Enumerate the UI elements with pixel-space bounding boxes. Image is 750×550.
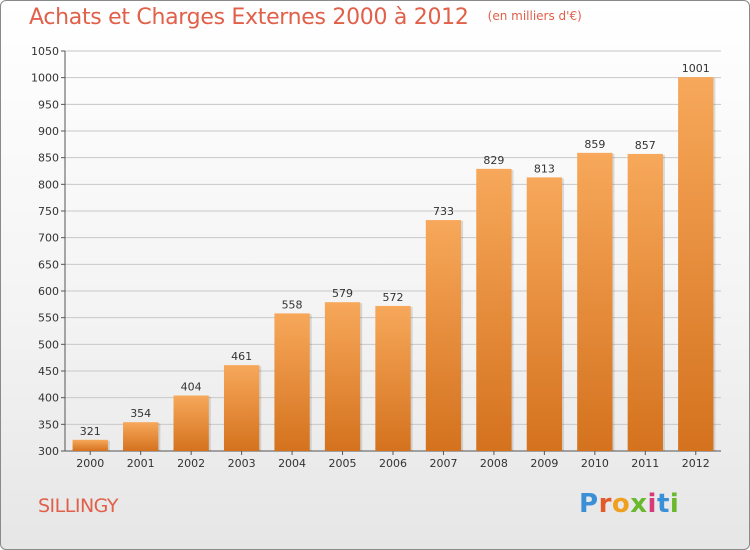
bar-2011[interactable]: [627, 153, 663, 451]
y-tick-label: 750: [38, 205, 59, 218]
y-tick-label: 500: [38, 338, 59, 351]
x-tick-label-2008: 2008: [480, 457, 508, 470]
bar-2010[interactable]: [577, 152, 613, 451]
y-tick-label: 1000: [31, 72, 59, 85]
place-name: SILLINGY: [38, 495, 119, 517]
x-tick-label-2002: 2002: [177, 457, 205, 470]
y-tick-label: 1050: [31, 45, 59, 58]
value-label-2010: 859: [584, 138, 605, 151]
bar-2000[interactable]: [72, 439, 108, 451]
bar-2006[interactable]: [375, 305, 411, 451]
value-label-2004: 558: [282, 298, 303, 311]
logo-letter: o: [611, 489, 631, 519]
y-tick-label: 950: [38, 98, 59, 111]
value-labels: 321 354 404 461 558 579 572 733 829 813 859 857 1001: [80, 62, 710, 438]
bar-2009[interactable]: [526, 177, 563, 451]
logo-letter: P: [579, 489, 599, 519]
axes: 300 350 400 450 500 550 600 650 700 750 800 850 900 9…: [31, 45, 721, 470]
chart-title: Achats et Charges Externes 2000 à 2012: [29, 5, 469, 30]
x-tick-label-2001: 2001: [127, 457, 155, 470]
y-tick-label: 850: [38, 152, 59, 165]
x-tick-label-2000: 2000: [76, 457, 104, 470]
x-tick-label-2004: 2004: [278, 457, 306, 470]
value-label-2001: 354: [130, 407, 151, 420]
x-tick-label-2003: 2003: [228, 457, 256, 470]
value-label-2011: 857: [635, 139, 656, 152]
y-tick-label: 350: [38, 418, 59, 431]
bar-2003[interactable]: [223, 365, 260, 451]
y-tick-label: 400: [38, 392, 59, 405]
bar-2002[interactable]: [173, 395, 209, 451]
logo-letter: x: [630, 489, 648, 519]
bar-2012[interactable]: [678, 77, 714, 451]
value-label-2012: 1001: [682, 62, 710, 75]
x-tick-label-2005: 2005: [329, 457, 357, 470]
y-tick-label: 900: [38, 125, 59, 138]
y-tick-label: 800: [38, 178, 59, 191]
logo-letter: r: [598, 489, 612, 519]
x-tick-label-2007: 2007: [429, 457, 457, 470]
x-tick-label-2011: 2011: [631, 457, 659, 470]
x-tick-label-2006: 2006: [379, 457, 407, 470]
value-label-2007: 733: [433, 205, 454, 218]
x-tick-label-2010: 2010: [581, 457, 609, 470]
value-label-2009: 813: [534, 162, 555, 175]
logo-letter: i: [669, 489, 680, 519]
title-row: Achats et Charges Externes 2000 à 2012 (…: [29, 5, 582, 30]
y-tick-label: 700: [38, 232, 59, 245]
y-tick-label: 550: [38, 312, 59, 325]
bar-2004[interactable]: [274, 313, 310, 451]
bar-2007[interactable]: [425, 220, 462, 451]
bar-2005[interactable]: [324, 302, 361, 451]
logo-letter: i: [647, 489, 657, 519]
value-label-2003: 461: [231, 350, 252, 363]
value-label-2006: 572: [383, 291, 404, 304]
proxiti-logo[interactable]: Proxiti: [579, 489, 679, 519]
value-label-2005: 579: [332, 287, 353, 300]
logo-letter: t: [656, 489, 670, 519]
value-label-2000: 321: [80, 425, 101, 438]
y-tick-label: 600: [38, 285, 59, 298]
y-tick-label: 300: [38, 445, 59, 458]
bars: [72, 77, 716, 451]
x-tick-label-2009: 2009: [530, 457, 558, 470]
chart-subtitle: (en milliers d'€): [487, 9, 582, 23]
bar-2008[interactable]: [476, 168, 512, 451]
value-label-2008: 829: [483, 154, 504, 167]
bar-2001[interactable]: [123, 422, 159, 451]
y-tick-label: 450: [38, 365, 59, 378]
x-tick-label-2012: 2012: [682, 457, 710, 470]
value-label-2002: 404: [181, 381, 202, 394]
y-tick-label: 650: [38, 258, 59, 271]
